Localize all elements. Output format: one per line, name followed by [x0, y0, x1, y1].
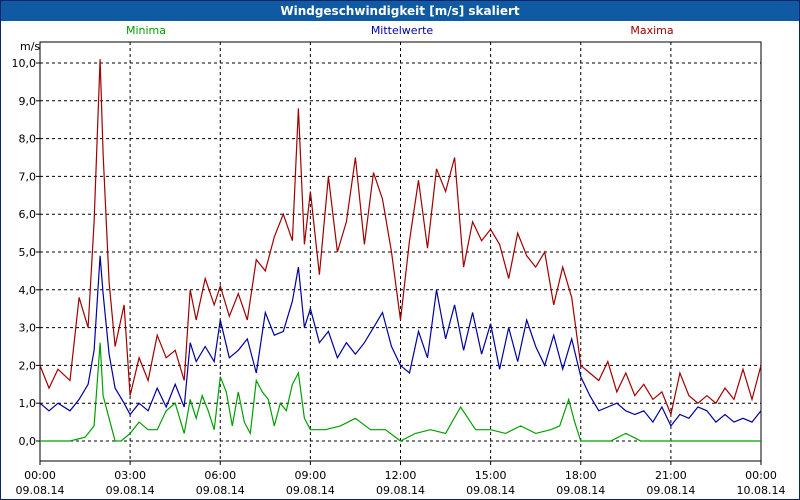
y-tick-label: 4,0	[19, 284, 37, 297]
y-axis-unit-label: m/s	[20, 40, 40, 53]
window-title: Windgeschwindigkeit [m/s] skaliert	[1, 1, 799, 21]
y-tick-label: 2,0	[19, 359, 37, 372]
x-axis: 00:00 09.08.14 03:00 09.08.14 06:00 09.08.14 0…	[16, 461, 786, 497]
x-tick-date-label: 09.08.14	[646, 484, 695, 497]
x-tick-time-label: 12:00	[385, 469, 417, 482]
x-tick-date-label: 09.08.14	[376, 484, 425, 497]
series-line-minima	[40, 342, 761, 442]
y-tick-label: 8,0	[19, 133, 37, 146]
y-tick-label: 9,0	[19, 95, 37, 108]
legend-maxima: Maxima	[630, 24, 673, 37]
x-tick-date-label: 09.08.14	[16, 484, 65, 497]
x-tick-time-label: 15:00	[475, 469, 507, 482]
x-tick-time-label: 21:00	[655, 469, 687, 482]
y-tick-label: 1,0	[19, 397, 37, 410]
x-tick-time-label: 00:00	[24, 469, 56, 482]
x-tick-time-label: 18:00	[565, 469, 597, 482]
x-tick-date-label: 09.08.14	[106, 484, 155, 497]
y-tick-label: 3,0	[19, 322, 37, 335]
y-axis: 0,0 1,0 2,0 3,0 4,0 5,0 6,0 7,0 8,0 9,0 10,0	[12, 57, 40, 448]
legend-mittelwerte: Mittelwerte	[371, 24, 434, 37]
x-tick-time-label: 00:00	[745, 469, 777, 482]
x-tick-date-label: 10.08.14	[737, 484, 786, 497]
y-tick-label: 6,0	[19, 208, 37, 221]
y-tick-label: 0,0	[19, 435, 37, 448]
x-tick-time-label: 09:00	[295, 469, 327, 482]
x-tick-time-label: 06:00	[204, 469, 236, 482]
series-lines	[39, 59, 762, 442]
x-tick-date-label: 09.08.14	[556, 484, 605, 497]
legend-minima: Minima	[126, 24, 166, 37]
series-line-maxima	[39, 59, 762, 417]
y-tick-label: 10,0	[12, 57, 37, 70]
x-tick-date-label: 09.08.14	[196, 484, 245, 497]
x-tick-date-label: 09.08.14	[466, 484, 515, 497]
legend: Minima Mittelwerte Maxima	[126, 24, 674, 37]
x-tick-time-label: 03:00	[114, 469, 146, 482]
y-tick-label: 7,0	[19, 170, 37, 183]
y-tick-label: 5,0	[19, 246, 37, 259]
grid-lines	[40, 42, 761, 461]
x-tick-date-label: 09.08.14	[286, 484, 335, 497]
series-line-mittelwerte	[39, 255, 762, 428]
